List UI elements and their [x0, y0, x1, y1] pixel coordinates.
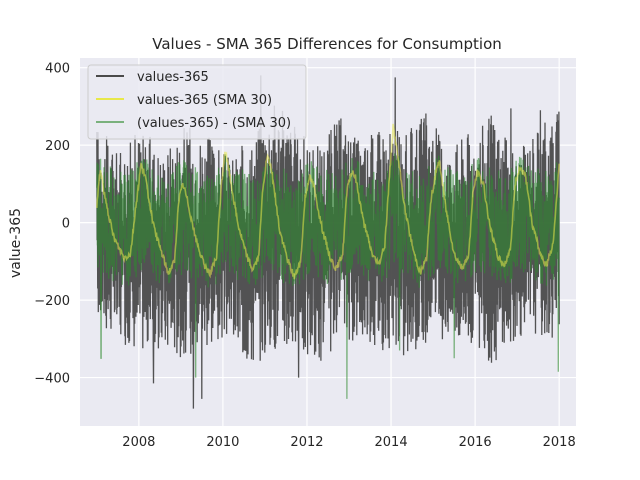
legend-box [87, 64, 307, 140]
y-tick-label: 400 [45, 62, 70, 77]
x-tick-label: 2018 [543, 435, 576, 450]
x-tick-label: 2016 [459, 435, 492, 450]
y-axis-label: value-365 [8, 208, 24, 278]
y-tick-label: −200 [34, 294, 70, 309]
legend-label-sma-30: values-365 (SMA 30) [137, 93, 272, 108]
series-layer [96, 75, 560, 409]
x-tick-label: 2008 [122, 435, 155, 450]
x-axis-ticks: 2008 2010 2012 2014 2016 2018 [122, 435, 575, 450]
series-line-sma-30 [96, 123, 560, 280]
series-line-residual [96, 153, 560, 399]
y-tick-label: 0 [62, 217, 70, 232]
legend-label-residual: (values-365) - (SMA 30) [137, 116, 291, 131]
legend-label-values-365: values-365 [137, 70, 209, 85]
y-axis-ticks: −400 −200 0 200 400 [34, 62, 70, 387]
legend: values-365 values-365 (SMA 30) (values-3… [87, 64, 307, 140]
x-tick-label: 2014 [375, 435, 408, 450]
x-tick-label: 2012 [290, 435, 323, 450]
chart-title: Values - SMA 365 Differences for Consump… [152, 35, 502, 53]
y-tick-label: 200 [45, 139, 70, 154]
x-tick-label: 2010 [206, 435, 239, 450]
y-tick-label: −400 [34, 372, 70, 387]
